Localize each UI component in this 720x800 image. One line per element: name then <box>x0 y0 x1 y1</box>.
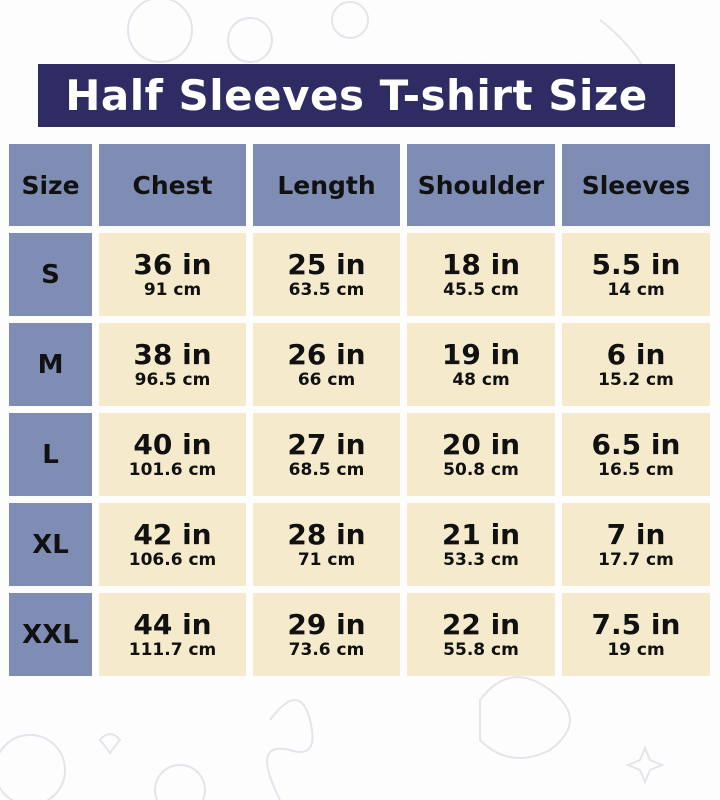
cell-length: 27 in 68.5 cm <box>253 413 400 496</box>
cell-length: 26 in 66 cm <box>253 323 400 406</box>
cell-sleeves: 6 in 15.2 cm <box>562 323 710 406</box>
cell-chest: 38 in 96.5 cm <box>99 323 246 406</box>
inches-value: 28 in <box>287 517 366 551</box>
cell-length: 28 in 71 cm <box>253 503 400 586</box>
cell-chest: 42 in 106.6 cm <box>99 503 246 586</box>
size-label: XXL <box>9 593 92 676</box>
inches-value: 6.5 in <box>591 427 681 461</box>
cm-value: 17.7 cm <box>598 549 674 570</box>
page-title: Half Sleeves T-shirt Size <box>38 64 675 127</box>
cm-value: 63.5 cm <box>288 279 365 300</box>
header-sleeves: Sleeves <box>562 144 710 226</box>
cell-shoulder: 18 in 45.5 cm <box>407 233 555 316</box>
size-label: S <box>9 233 92 316</box>
inches-value: 27 in <box>287 427 366 461</box>
cell-shoulder: 22 in 55.8 cm <box>407 593 555 676</box>
size-table: Size Chest Length Shoulder Sleeves S 36 in 91 c… <box>9 144 710 676</box>
inches-value: 44 in <box>133 607 212 641</box>
cm-value: 14 cm <box>607 279 665 300</box>
cell-sleeves: 7.5 in 19 cm <box>562 593 710 676</box>
header-size: Size <box>9 144 92 226</box>
cm-value: 50.8 cm <box>443 459 519 480</box>
cm-value: 48 cm <box>452 369 510 390</box>
cm-value: 66 cm <box>297 369 356 390</box>
inches-value: 26 in <box>287 337 366 371</box>
cell-length: 29 in 73.6 cm <box>253 593 400 676</box>
inches-value: 29 in <box>287 607 366 641</box>
cm-value: 106.6 cm <box>128 549 217 570</box>
cm-value: 111.7 cm <box>128 639 217 660</box>
inches-value: 18 in <box>441 247 521 281</box>
size-label: XL <box>9 503 92 586</box>
inches-value: 6 in <box>606 337 666 371</box>
cell-sleeves: 5.5 in 14 cm <box>562 233 710 316</box>
cell-shoulder: 21 in 53.3 cm <box>407 503 555 586</box>
inches-value: 20 in <box>441 427 521 461</box>
inches-value: 36 in <box>133 247 212 281</box>
inches-value: 7.5 in <box>591 607 681 641</box>
size-label: M <box>9 323 92 406</box>
cm-value: 91 cm <box>143 279 202 300</box>
cell-shoulder: 20 in 50.8 cm <box>407 413 555 496</box>
header-length: Length <box>253 144 400 226</box>
header-shoulder: Shoulder <box>407 144 555 226</box>
cell-shoulder: 19 in 48 cm <box>407 323 555 406</box>
cm-value: 68.5 cm <box>288 459 365 480</box>
cm-value: 19 cm <box>607 639 665 660</box>
inches-value: 38 in <box>133 337 212 371</box>
inches-value: 25 in <box>287 247 366 281</box>
inches-value: 5.5 in <box>591 247 681 281</box>
cm-value: 16.5 cm <box>598 459 674 480</box>
cm-value: 71 cm <box>297 549 356 570</box>
inches-value: 21 in <box>441 517 521 551</box>
inches-value: 19 in <box>441 337 521 371</box>
cm-value: 15.2 cm <box>598 369 674 390</box>
cell-sleeves: 7 in 17.7 cm <box>562 503 710 586</box>
cm-value: 96.5 cm <box>134 369 211 390</box>
cell-chest: 40 in 101.6 cm <box>99 413 246 496</box>
inches-value: 7 in <box>606 517 666 551</box>
inches-value: 42 in <box>133 517 212 551</box>
inches-value: 40 in <box>133 427 212 461</box>
cell-chest: 36 in 91 cm <box>99 233 246 316</box>
inches-value: 22 in <box>441 607 521 641</box>
cell-length: 25 in 63.5 cm <box>253 233 400 316</box>
cm-value: 101.6 cm <box>128 459 217 480</box>
size-label: L <box>9 413 92 496</box>
cell-chest: 44 in 111.7 cm <box>99 593 246 676</box>
cm-value: 45.5 cm <box>443 279 519 300</box>
cm-value: 55.8 cm <box>443 639 519 660</box>
cell-sleeves: 6.5 in 16.5 cm <box>562 413 710 496</box>
cm-value: 53.3 cm <box>443 549 519 570</box>
cm-value: 73.6 cm <box>288 639 365 660</box>
header-chest: Chest <box>99 144 246 226</box>
